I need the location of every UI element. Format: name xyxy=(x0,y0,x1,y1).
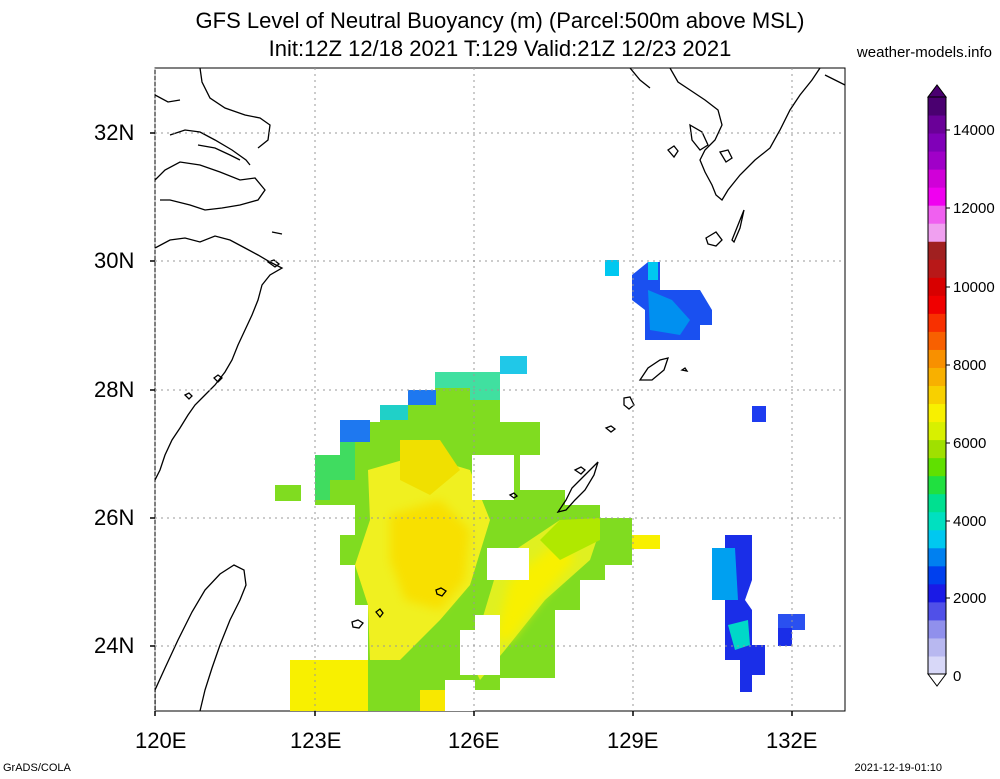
colorbar-segment xyxy=(928,637,946,657)
colorbar-segment xyxy=(928,169,946,188)
colorbar-segment xyxy=(928,223,946,242)
grid-lines xyxy=(154,68,845,711)
colorbar-label-2000: 2000 xyxy=(953,590,987,607)
colorbar-label-4000: 4000 xyxy=(953,513,987,530)
site-credit: weather-models.info xyxy=(856,44,992,61)
lon-label-120e: 120E xyxy=(135,728,187,753)
colorbar-segment xyxy=(928,295,946,314)
colorbar-segment xyxy=(928,367,946,386)
colorbar-segment xyxy=(928,313,946,332)
lat-label-26n: 26N xyxy=(94,505,135,530)
colorbar-segment xyxy=(928,583,946,603)
colorbar-segment xyxy=(928,439,946,459)
colorbar-segment xyxy=(928,277,946,296)
lat-label-28n: 28N xyxy=(94,377,135,402)
colorbar-label-14000: 14000 xyxy=(953,122,995,139)
colorbar-segment xyxy=(928,655,946,675)
colorbar-segment xyxy=(928,151,946,170)
lat-label-24n: 24N xyxy=(94,633,135,658)
colorbar-label-0: 0 xyxy=(953,668,962,685)
colorbar-segment xyxy=(928,187,946,206)
colorbar-segment xyxy=(928,529,946,549)
colorbar-segment xyxy=(928,259,946,278)
lon-label-123e: 123E xyxy=(290,728,342,753)
colorbar-label-12000: 12000 xyxy=(953,200,995,217)
colorbar xyxy=(928,97,946,675)
colorbar-segment xyxy=(928,241,946,260)
colorbar-segment xyxy=(928,511,946,531)
chart-subtitle: Init:12Z 12/18 2021 T:129 Valid:21Z 12/2… xyxy=(268,36,732,61)
colorbar-segment xyxy=(928,547,946,567)
colorbar-segment xyxy=(928,619,946,639)
lat-label-32n: 32N xyxy=(94,120,135,145)
colorbar-segment xyxy=(928,331,946,350)
colorbar-segment xyxy=(928,457,946,477)
colorbar-segment xyxy=(928,421,946,441)
colorbar-segment xyxy=(928,115,946,134)
lon-label-132e: 132E xyxy=(766,728,818,753)
colorbar-segment xyxy=(928,205,946,224)
chart-title: GFS Level of Neutral Buoyancy (m) (Parce… xyxy=(195,8,805,33)
colorbar-label-8000: 8000 xyxy=(953,357,987,374)
lat-label-30n: 30N xyxy=(94,248,135,273)
colorbar-label-6000: 6000 xyxy=(953,435,987,452)
colorbar-segment xyxy=(928,493,946,513)
colorbar-label-10000: 10000 xyxy=(953,279,995,296)
lon-label-126e: 126E xyxy=(448,728,500,753)
colorbar-segment xyxy=(928,475,946,495)
colorbar-segment xyxy=(928,349,946,368)
lon-label-129e: 129E xyxy=(607,728,659,753)
colorbar-segment xyxy=(928,385,946,405)
colorbar-bottom-arrow xyxy=(927,673,947,687)
colorbar-top-arrow xyxy=(927,84,947,98)
buoyancy-field xyxy=(155,68,845,711)
colorbar-segment xyxy=(928,565,946,585)
colorbar-segment xyxy=(928,601,946,621)
colorbar-segment xyxy=(928,133,946,152)
colorbar-segment xyxy=(928,403,946,423)
colorbar-segment xyxy=(928,97,946,116)
footer-timestamp: 2021-12-19-01:10 xyxy=(854,762,942,774)
footer-left: GrADS/COLA xyxy=(3,762,71,774)
